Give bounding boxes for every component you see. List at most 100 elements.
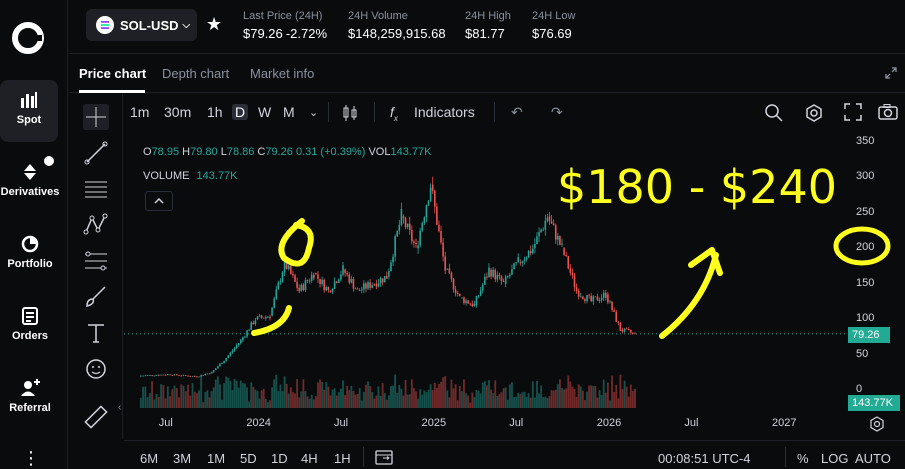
candle-body — [596, 296, 599, 301]
volume-bar — [371, 391, 374, 408]
redo-icon[interactable]: ↷ — [551, 104, 563, 120]
candle-body — [396, 230, 399, 237]
percent-scale-toggle[interactable]: % — [797, 451, 809, 466]
volume-bar — [617, 398, 620, 408]
stat-label: Last Price (24H) — [243, 10, 323, 22]
range-4h[interactable]: 4H — [301, 451, 318, 466]
tab-price-chart[interactable]: Price chart — [79, 66, 147, 81]
candle-body — [371, 285, 373, 288]
nav-item-orders[interactable]: Orders — [0, 296, 60, 358]
volume-bar — [352, 390, 355, 408]
volume-bar — [398, 384, 401, 408]
volume-title: VOLUME — [143, 170, 190, 182]
candle-body — [302, 284, 305, 290]
range-3m[interactable]: 3M — [173, 451, 192, 466]
volume-bar — [427, 389, 430, 408]
indicators-fx-icon[interactable]: fx — [390, 104, 398, 123]
volume-bar — [377, 386, 380, 408]
volume-bar — [394, 374, 397, 408]
volume-bar — [529, 397, 532, 408]
interval-dropdown-chevron-icon[interactable]: ⌄ — [309, 107, 319, 119]
auto-scale-toggle[interactable]: AUTO — [855, 451, 891, 466]
volume-bar — [256, 391, 259, 408]
collapse-tools-chevron-icon[interactable]: ‹ — [118, 402, 122, 413]
candle-body — [598, 300, 601, 301]
ohlc-open: 78.95 — [151, 146, 180, 158]
crosshair-icon[interactable] — [83, 104, 109, 130]
interval-w[interactable]: W — [258, 104, 272, 120]
candle-body — [308, 280, 311, 282]
pair-selector[interactable]: SOL-USD ⌵ — [86, 9, 197, 41]
volume-bar — [406, 394, 409, 408]
interval-1m[interactable]: 1m — [130, 104, 150, 120]
volume-bar — [488, 380, 490, 408]
interval-1h[interactable]: 1h — [207, 104, 223, 120]
favorite-star-icon[interactable]: ★ — [206, 14, 223, 34]
fib-retracement-icon[interactable] — [83, 176, 109, 202]
time-axis[interactable]: Jul 2024 Jul 2025 Jul 2026 Jul 2027 — [124, 412, 905, 436]
range-6m[interactable]: 6M — [140, 451, 159, 466]
candle-body — [425, 205, 428, 218]
candle-body — [285, 262, 288, 269]
pattern-tool-icon[interactable] — [83, 212, 109, 238]
nav-item-derivatives[interactable]: Derivatives — [0, 152, 60, 214]
expand-icon[interactable] — [885, 67, 897, 79]
tab-market-info[interactable]: Market info — [250, 66, 315, 81]
camera-snapshot-icon[interactable] — [878, 104, 898, 120]
volume-bar — [327, 386, 330, 408]
ruler-icon[interactable] — [83, 404, 109, 430]
range-1m[interactable]: 1M — [207, 451, 226, 466]
interval-m[interactable]: M — [283, 104, 295, 120]
volume-bar — [548, 396, 551, 408]
nav-item-portfolio[interactable]: Portfolio — [0, 224, 60, 286]
coinbase-logo-icon[interactable] — [12, 22, 44, 54]
candle-body — [619, 322, 622, 331]
candle-body — [173, 374, 176, 376]
axis-settings-gear-icon[interactable] — [869, 416, 885, 432]
volume-bar — [189, 395, 192, 408]
candle-body — [452, 278, 455, 290]
trend-line-icon[interactable] — [83, 140, 109, 166]
undo-icon[interactable]: ↶ — [511, 104, 523, 120]
volume-bar — [252, 386, 255, 408]
log-scale-toggle[interactable]: LOG — [821, 451, 849, 466]
range-5d[interactable]: 5D — [240, 451, 257, 466]
settings-gear-icon[interactable] — [804, 103, 824, 123]
emoji-icon[interactable] — [83, 356, 109, 382]
candle-type-icon[interactable] — [342, 104, 358, 122]
nav-item-referral[interactable]: Referral — [0, 368, 60, 430]
interval-d[interactable]: D — [232, 104, 249, 120]
candle-body — [358, 290, 361, 292]
candle-body — [590, 296, 592, 302]
date-range-calendar-icon[interactable] — [375, 449, 393, 465]
text-tool-icon[interactable] — [83, 320, 109, 346]
volume-bar — [402, 395, 405, 408]
clock-timezone[interactable]: 00:08:51 UTC-4 — [658, 451, 751, 466]
candle-body — [573, 275, 576, 288]
more-menu-icon[interactable]: ⋮ — [22, 448, 40, 468]
indicators-button[interactable]: Indicators — [414, 104, 475, 120]
tab-depth-chart[interactable]: Depth chart — [162, 66, 230, 81]
prediction-tool-icon[interactable] — [83, 248, 109, 274]
nav-item-spot[interactable]: Spot — [0, 80, 58, 142]
volume-bar — [619, 374, 622, 408]
collapse-legend-button[interactable] — [145, 191, 173, 211]
candle-body — [233, 348, 236, 351]
price-chart[interactable] — [124, 133, 854, 410]
candle-body — [419, 230, 421, 246]
brush-icon[interactable] — [83, 284, 109, 310]
magnifier-tool-icon[interactable] — [764, 103, 784, 123]
interval-30m[interactable]: 30m — [164, 104, 192, 120]
candle-body — [325, 287, 328, 291]
candle-body — [448, 268, 451, 273]
range-1d[interactable]: 1D — [271, 451, 288, 466]
volume-bar — [269, 400, 271, 408]
y-tick-label: 50 — [856, 347, 869, 360]
fullscreen-icon[interactable] — [844, 103, 862, 121]
price-axis[interactable]: 350 300 250 200 150 100 50 0 — [833, 133, 905, 423]
range-1h[interactable]: 1H — [334, 451, 351, 466]
candle-body — [411, 230, 413, 242]
volume-bar — [248, 401, 251, 408]
volume-bar — [513, 397, 515, 408]
volume-bar — [358, 388, 361, 408]
